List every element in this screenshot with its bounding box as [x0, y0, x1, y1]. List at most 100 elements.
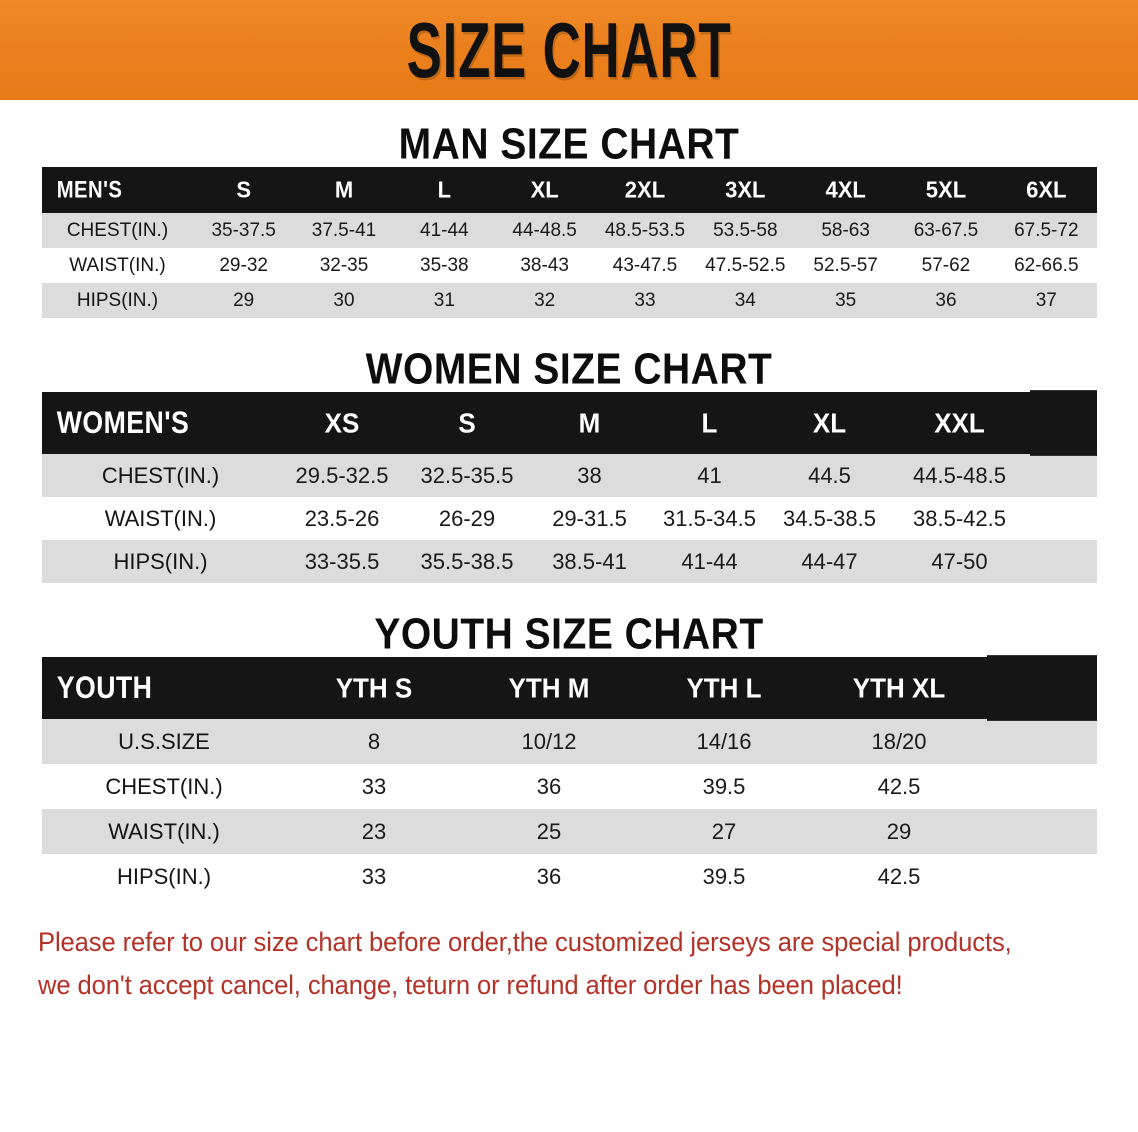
table-cell: 41-44: [420, 219, 469, 241]
table-cell: 38: [577, 462, 602, 488]
man-col-header-s: S: [236, 176, 251, 203]
table-cell: 35.5-38.5: [420, 548, 514, 574]
table-row: U.S.SIZE 8 10/12 14/16 18/20: [41, 719, 1097, 764]
youth-header-filler: [986, 655, 1097, 721]
youth-row-label-header: YOUTH: [56, 669, 152, 706]
table-cell: 23.5-26: [304, 505, 380, 531]
table-cell: 36: [536, 863, 562, 889]
women-col-header-m: M: [578, 406, 601, 439]
page-banner: SIZE CHART: [0, 0, 1138, 100]
table-cell: 47.5-52.5: [705, 254, 786, 276]
youth-size-table: YOUTH YTH S YTH M YTH L YTH XL U.S.SIZE …: [41, 655, 1097, 899]
table-cell: 32.5-35.5: [420, 462, 514, 488]
youth-row-label-us-size: U.S.SIZE: [118, 728, 210, 754]
man-section-title: MAN SIZE CHART: [398, 120, 740, 169]
table-cell: 33: [361, 863, 387, 889]
table-cell: 43-47.5: [612, 254, 678, 276]
table-cell-filler: [1029, 540, 1097, 583]
table-cell: 31: [433, 289, 455, 311]
table-cell: 33: [361, 773, 387, 799]
table-cell: 38.5-41: [552, 548, 627, 574]
table-cell: 35-37.5: [211, 219, 276, 241]
table-cell-filler: [1029, 454, 1097, 497]
notice-line-2: we don't accept cancel, change, teturn o…: [38, 969, 903, 1000]
table-cell: 29-32: [219, 254, 268, 276]
size-chart-notice: Please refer to our size chart before or…: [38, 921, 1063, 1007]
table-cell: 58-63: [821, 219, 870, 241]
youth-col-header-yth-l: YTH L: [686, 671, 762, 704]
man-col-header-m: M: [334, 176, 354, 203]
man-col-header-4xl: 4XL: [825, 176, 866, 203]
table-cell: 38-43: [520, 254, 569, 276]
table-cell: 52.5-57: [813, 254, 878, 276]
women-col-header-xxl: XXL: [934, 406, 985, 439]
table-cell: 25: [536, 818, 562, 844]
table-cell: 27: [711, 818, 737, 844]
man-row-label-hips: HIPS(IN.): [76, 289, 159, 311]
table-cell: 30: [333, 289, 355, 311]
women-row-label-header: WOMEN'S: [56, 404, 189, 441]
table-cell: 34: [734, 289, 756, 311]
table-cell: 47-50: [931, 548, 988, 574]
youth-table-header-row: YOUTH YTH S YTH M YTH L YTH XL: [41, 655, 1097, 721]
youth-col-header-yth-m: YTH M: [508, 671, 590, 704]
table-cell: 29: [233, 289, 255, 311]
table-cell: 37.5-41: [311, 219, 377, 241]
table-cell: 33-35.5: [304, 548, 380, 574]
table-cell: 34.5-38.5: [783, 505, 876, 531]
table-row: HIPS(IN.) 29 30 31 32 33 34 35 36 37: [41, 283, 1097, 318]
man-table-header-row: MEN'S S M L XL 2XL 3XL 4XL 5XL 6XL: [41, 167, 1097, 213]
table-cell: 44-48.5: [512, 219, 577, 241]
table-cell: 26-29: [438, 505, 496, 531]
youth-row-label-hips: HIPS(IN.): [116, 863, 212, 889]
women-col-header-xs: XS: [324, 406, 360, 439]
man-col-header-xl: XL: [530, 176, 559, 203]
table-cell-filler: [986, 809, 1097, 854]
table-row: CHEST(IN.) 29.5-32.5 32.5-35.5 38 41 44.…: [41, 454, 1097, 497]
man-row-label-chest: CHEST(IN.): [66, 219, 169, 241]
table-cell-filler: [1029, 497, 1097, 540]
table-cell: 57-62: [921, 254, 971, 276]
table-cell: 14/16: [696, 728, 752, 754]
table-cell: 38.5-42.5: [913, 505, 1006, 531]
women-row-label-hips: HIPS(IN.): [113, 548, 208, 574]
table-cell: 62-66.5: [1014, 254, 1079, 276]
table-cell: 44.5: [808, 462, 851, 488]
table-cell: 37: [1035, 289, 1057, 311]
women-table-header-row: WOMEN'S XS S M L XL XXL: [41, 390, 1097, 456]
table-cell: 31.5-34.5: [663, 505, 756, 531]
youth-col-header-yth-xl: YTH XL: [852, 671, 946, 704]
women-row-label-waist: WAIST(IN.): [104, 505, 217, 531]
man-col-header-6xl: 6XL: [1026, 176, 1067, 203]
youth-section-title: YOUTH SIZE CHART: [374, 610, 764, 659]
table-row: HIPS(IN.) 33 36 39.5 42.5: [41, 854, 1097, 899]
table-row: WAIST(IN.) 23 25 27 29: [41, 809, 1097, 854]
women-col-header-xl: XL: [812, 406, 847, 439]
table-row: CHEST(IN.) 33 36 39.5 42.5: [41, 764, 1097, 809]
table-cell: 42.5: [877, 863, 921, 889]
table-cell: 33: [634, 289, 656, 311]
women-section-title: WOMEN SIZE CHART: [365, 345, 773, 394]
youth-size-table-wrapper: YOUTH YTH S YTH M YTH L YTH XL U.S.SIZE …: [41, 655, 1097, 899]
table-cell: 32-35: [319, 254, 369, 276]
table-row: HIPS(IN.) 33-35.5 35.5-38.5 38.5-41 41-4…: [41, 540, 1097, 583]
women-row-label-chest: CHEST(IN.): [101, 462, 220, 488]
table-cell: 39.5: [702, 773, 746, 799]
table-cell: 63-67.5: [913, 219, 979, 241]
women-col-header-l: L: [701, 406, 718, 439]
man-col-header-2xl: 2XL: [624, 176, 666, 203]
table-cell: 10/12: [521, 728, 577, 754]
table-cell: 42.5: [877, 773, 921, 799]
women-col-header-s: S: [458, 406, 476, 439]
table-cell: 29.5-32.5: [295, 462, 389, 488]
table-cell: 44-47: [801, 548, 858, 574]
man-row-label-waist: WAIST(IN.): [69, 254, 166, 276]
table-cell: 35-38: [420, 254, 469, 276]
man-size-table: MEN'S S M L XL 2XL 3XL 4XL 5XL 6XL CHEST…: [41, 167, 1097, 318]
table-row: CHEST(IN.) 35-37.5 37.5-41 41-44 44-48.5…: [41, 213, 1097, 248]
man-row-label-header: MEN'S: [56, 175, 122, 204]
table-cell: 67.5-72: [1014, 219, 1079, 241]
page-title: SIZE CHART: [406, 6, 732, 94]
table-cell: 36: [935, 289, 957, 311]
table-cell: 36: [536, 773, 562, 799]
